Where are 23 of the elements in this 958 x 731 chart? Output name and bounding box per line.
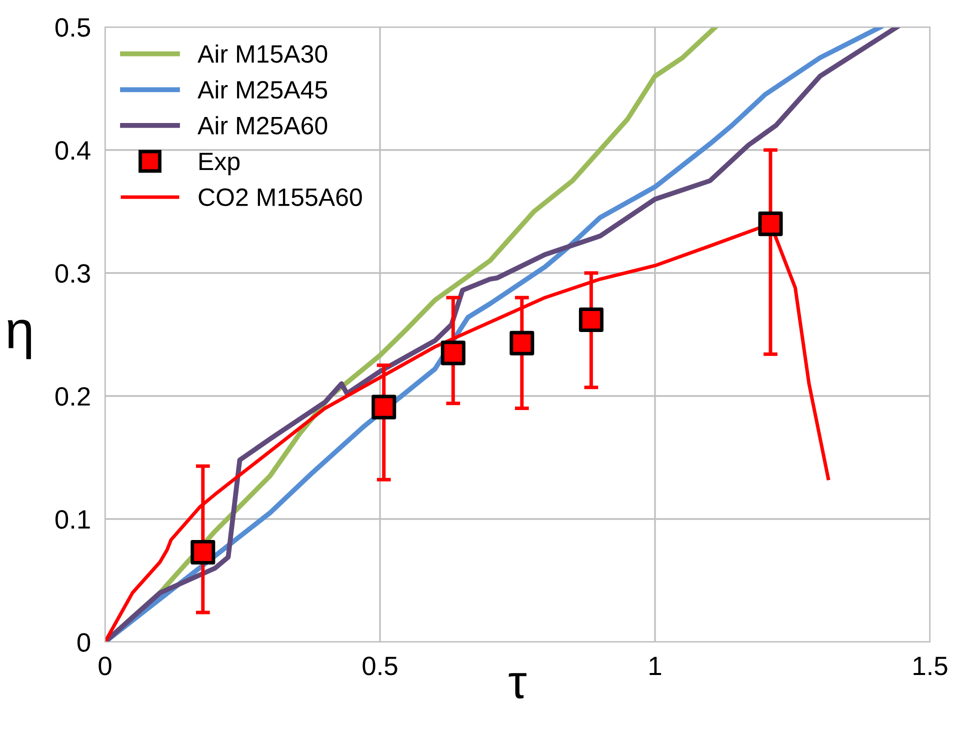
x-tick-label: 0 — [98, 656, 112, 676]
point — [372, 394, 396, 420]
x-tick-label: 1.5 — [914, 656, 948, 676]
legend-label: Air M25A60 — [198, 116, 328, 134]
y-tick-label: 0.3 — [55, 264, 90, 283]
legend-label: CO2 M155A60 — [198, 188, 362, 206]
x-axis-title: τ — [508, 673, 526, 699]
point — [758, 212, 783, 236]
legend-label: Exp — [200, 152, 240, 176]
y-tick-label: 0.1 — [55, 510, 90, 529]
point — [510, 330, 534, 356]
y-tick-label: 0.5 — [55, 18, 90, 37]
y-tick-label: 0.4 — [55, 141, 90, 160]
x-tick-label: 1 — [650, 656, 662, 676]
y-axis-title: η — [8, 320, 31, 360]
x-tick-label: 0.5 — [362, 656, 398, 676]
y-tick-label: 0 — [77, 633, 90, 652]
point — [578, 307, 604, 332]
legend-label: Air M25A45 — [198, 80, 328, 99]
legend-label: Air M15A30 — [198, 44, 328, 63]
y-tick-label: 0.2 — [55, 387, 90, 406]
point — [190, 540, 216, 564]
point — [440, 340, 466, 366]
